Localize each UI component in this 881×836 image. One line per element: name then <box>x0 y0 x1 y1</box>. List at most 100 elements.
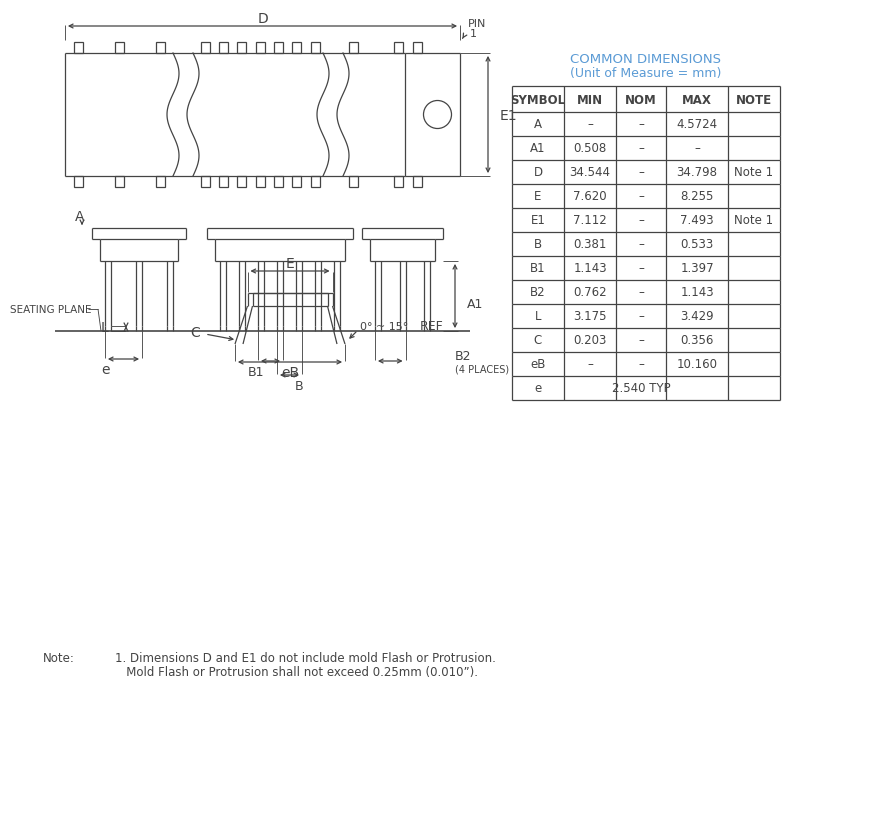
Text: MAX: MAX <box>682 94 712 106</box>
Text: 1.143: 1.143 <box>680 286 714 299</box>
Bar <box>201 43 210 54</box>
Text: E: E <box>534 191 542 203</box>
Bar <box>274 43 283 54</box>
Bar <box>73 176 83 188</box>
Text: COMMON DIMENSIONS: COMMON DIMENSIONS <box>571 53 722 65</box>
Text: Note:: Note: <box>43 651 75 665</box>
Text: 7.112: 7.112 <box>574 214 607 227</box>
Text: –: – <box>638 214 644 227</box>
Text: eB: eB <box>281 365 299 380</box>
Bar <box>218 176 228 188</box>
Text: E1: E1 <box>530 214 545 227</box>
Text: NOM: NOM <box>626 94 657 106</box>
Text: 0.533: 0.533 <box>680 238 714 251</box>
Bar <box>292 176 301 188</box>
Text: 7.620: 7.620 <box>574 191 607 203</box>
Text: PIN: PIN <box>468 19 486 29</box>
Bar <box>115 176 123 188</box>
Bar <box>255 43 264 54</box>
Text: 2.540 TYP: 2.540 TYP <box>611 382 670 395</box>
Text: 3.175: 3.175 <box>574 310 607 323</box>
Text: A1: A1 <box>467 298 484 311</box>
Bar <box>349 43 358 54</box>
Bar <box>349 176 358 188</box>
Text: D: D <box>533 166 543 179</box>
Bar <box>412 43 421 54</box>
Text: 8.255: 8.255 <box>680 191 714 203</box>
Bar <box>310 43 320 54</box>
Text: –: – <box>638 334 644 347</box>
Text: eB: eB <box>530 358 545 371</box>
Text: A: A <box>534 119 542 131</box>
Text: 0.762: 0.762 <box>574 286 607 299</box>
Bar <box>255 176 264 188</box>
Text: NOTE: NOTE <box>736 94 772 106</box>
Text: 4.5724: 4.5724 <box>677 119 717 131</box>
Text: SYMBOL: SYMBOL <box>510 94 566 106</box>
Text: –: – <box>638 119 644 131</box>
Text: –: – <box>587 119 593 131</box>
Text: L: L <box>535 310 541 323</box>
Text: Note 1: Note 1 <box>735 166 774 179</box>
Bar <box>310 176 320 188</box>
Text: A1: A1 <box>530 142 545 155</box>
Text: B2: B2 <box>530 286 546 299</box>
Bar <box>237 43 246 54</box>
Bar <box>274 176 283 188</box>
Bar <box>73 43 83 54</box>
Text: 34.798: 34.798 <box>677 166 717 179</box>
Text: B: B <box>295 379 304 392</box>
Text: –: – <box>638 310 644 323</box>
Text: REF: REF <box>420 320 444 333</box>
Text: –: – <box>638 238 644 251</box>
Bar <box>292 43 301 54</box>
Text: –: – <box>638 191 644 203</box>
Text: e: e <box>535 382 542 395</box>
Text: C: C <box>190 325 200 339</box>
Text: –: – <box>638 358 644 371</box>
Bar <box>237 176 246 188</box>
Text: 3.429: 3.429 <box>680 310 714 323</box>
Bar <box>156 176 165 188</box>
Text: MIN: MIN <box>577 94 603 106</box>
Text: (4 PLACES): (4 PLACES) <box>455 364 509 374</box>
Text: –: – <box>638 263 644 275</box>
Bar <box>115 43 123 54</box>
Text: –: – <box>694 142 700 155</box>
Text: B1: B1 <box>530 263 546 275</box>
Text: –: – <box>587 358 593 371</box>
Text: 10.160: 10.160 <box>677 358 717 371</box>
Text: A: A <box>75 210 85 224</box>
Text: 34.544: 34.544 <box>569 166 611 179</box>
Text: E: E <box>285 257 294 271</box>
Bar <box>156 43 165 54</box>
Text: 0.203: 0.203 <box>574 334 607 347</box>
Text: B: B <box>534 238 542 251</box>
Text: 0.508: 0.508 <box>574 142 607 155</box>
Bar <box>394 43 403 54</box>
Text: –: – <box>638 166 644 179</box>
Text: C: C <box>534 334 542 347</box>
Text: 1.143: 1.143 <box>574 263 607 275</box>
Bar <box>218 43 228 54</box>
Text: D: D <box>257 12 268 26</box>
Text: 1. Dimensions D and E1 do not include mold Flash or Protrusion.: 1. Dimensions D and E1 do not include mo… <box>115 651 496 665</box>
Text: 1.397: 1.397 <box>680 263 714 275</box>
Bar <box>201 176 210 188</box>
Text: –: – <box>638 286 644 299</box>
Text: (Unit of Measure = mm): (Unit of Measure = mm) <box>570 66 722 79</box>
Text: 1: 1 <box>470 29 477 39</box>
Text: 0° ~ 15°: 0° ~ 15° <box>360 322 408 332</box>
Bar <box>412 176 421 188</box>
Text: L: L <box>100 320 108 334</box>
Text: SEATING PLANE: SEATING PLANE <box>10 304 92 314</box>
Text: 0.381: 0.381 <box>574 238 607 251</box>
Text: B1: B1 <box>248 365 263 378</box>
Text: –: – <box>638 142 644 155</box>
Text: Note 1: Note 1 <box>735 214 774 227</box>
Text: e: e <box>100 363 109 376</box>
Bar <box>394 176 403 188</box>
Text: Mold Flash or Protrusion shall not exceed 0.25mm (0.010”).: Mold Flash or Protrusion shall not excee… <box>115 665 478 678</box>
Text: B2: B2 <box>455 350 471 363</box>
Text: 0.356: 0.356 <box>680 334 714 347</box>
